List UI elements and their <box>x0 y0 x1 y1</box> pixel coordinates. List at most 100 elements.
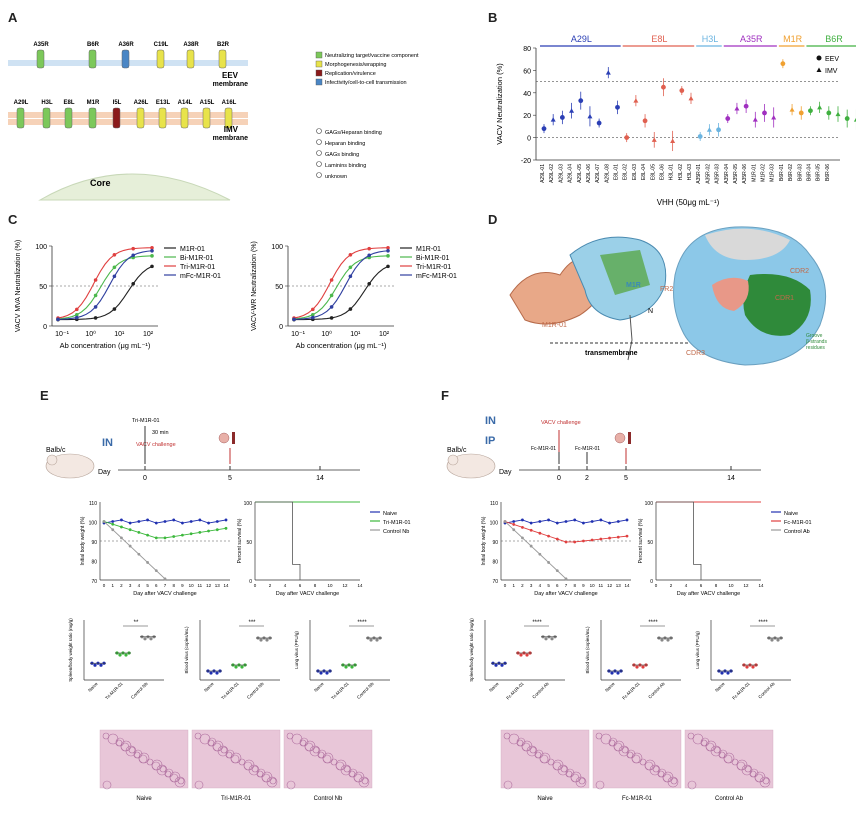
histology-alveolus <box>736 759 748 771</box>
imv-protein-label: A29L <box>14 100 29 106</box>
weight-xtick: 1 <box>512 583 515 588</box>
bar-group-label: Control Ab <box>757 681 776 700</box>
bar-group-label: Control Ab <box>531 681 550 700</box>
weight-point <box>215 528 219 532</box>
b-point-eev <box>624 135 630 140</box>
sig-label: **** <box>532 620 542 626</box>
c-legend-label: mFc-M1R-01 <box>180 273 221 280</box>
surv-control-line <box>255 501 301 580</box>
bar-group-label: Tri-M1R-01 <box>104 681 124 701</box>
histology-alveolus <box>692 733 704 745</box>
weight-point <box>207 529 210 533</box>
weight-point <box>512 523 516 526</box>
c-ytick-label: 50 <box>39 284 47 291</box>
timeline-day: 0 <box>143 475 147 482</box>
b-category-label: A29L-03 <box>558 164 564 183</box>
b-category-label: E8L-04 <box>641 164 647 180</box>
organ-icon <box>614 432 626 444</box>
bar-point <box>215 671 219 675</box>
binding-glyph-icon <box>316 150 322 156</box>
c-ytick-label: 0 <box>279 324 283 331</box>
binding-glyph-icon <box>316 139 322 145</box>
weight-point <box>521 536 524 540</box>
b-ylabel: VACV Neutralization (%) <box>495 63 504 145</box>
surv-xtick: 4 <box>284 583 287 588</box>
histology-alveolus <box>115 737 125 747</box>
surv-xtick: 10 <box>728 583 734 588</box>
weight-point <box>555 521 559 525</box>
groove-ribbon <box>600 250 650 295</box>
d-groove-sub2: residues <box>806 345 825 351</box>
legend-binding-label: GAGs binding <box>325 152 359 158</box>
histology-alveolus <box>151 759 163 771</box>
b-point-eev <box>642 118 648 124</box>
surv-xtick: 10 <box>327 583 333 588</box>
b-category-label: M1R-03 <box>770 164 776 182</box>
c-xtick-label: 10² <box>143 331 154 338</box>
bar-point <box>751 665 755 669</box>
weight-xtick: 8 <box>573 583 576 588</box>
b-point-eev <box>661 84 666 90</box>
bar-point <box>369 638 373 642</box>
b-point-imv <box>587 113 593 119</box>
b-point-eev <box>798 110 804 116</box>
weight-xtick: 0 <box>103 583 106 588</box>
imv-protein-M1R <box>88 107 97 129</box>
bar-point <box>99 663 103 667</box>
c-xtick-label: 10⁻¹ <box>55 331 69 338</box>
c-point <box>93 305 98 309</box>
c-point <box>75 312 79 317</box>
d-label-cdr3: CDR3 <box>686 350 705 357</box>
weight-xtick: 11 <box>198 583 203 588</box>
timeline-day-label: Day <box>499 469 512 476</box>
bar-point <box>143 637 147 641</box>
imv-protein-I5L <box>112 107 121 129</box>
surv-xtick: 6 <box>299 583 302 588</box>
legend-label: Fc-M1R-01 <box>784 520 812 526</box>
b-category-label: A29L-01 <box>540 164 546 183</box>
weight-xtick: 0 <box>504 583 507 588</box>
bar-point <box>666 638 670 642</box>
c-xlabel: Ab concentration (μg mL⁻¹) <box>296 341 387 350</box>
b-category-label: B6R-06 <box>825 164 831 181</box>
histology-label: Tri-M1R-01 <box>221 796 252 802</box>
surv-xlabel: Day after VACV challenge <box>677 591 741 597</box>
bar-point <box>641 665 645 669</box>
c-point <box>150 254 154 258</box>
weight-point <box>590 520 594 523</box>
b-category-label: A29L-08 <box>604 164 610 183</box>
bar-group-label: Tri-M1R-01 <box>330 681 350 701</box>
c-point <box>131 246 135 251</box>
panel-label-e: E <box>40 388 49 403</box>
b-category-label: A35R-03 <box>715 164 721 184</box>
bar-group-label: Control Ab <box>647 681 666 700</box>
histology-alveolus <box>256 768 266 778</box>
b-ytick-label: 0 <box>527 136 531 143</box>
imv-protein-label: E13L <box>156 100 171 106</box>
binding-glyph-icon <box>316 128 322 134</box>
d-label-m1r: M1R <box>626 282 641 289</box>
weight-point <box>608 521 611 525</box>
c-point <box>56 317 60 322</box>
weight-point <box>616 520 620 523</box>
weight-point <box>154 569 158 573</box>
weight-point <box>146 518 149 522</box>
c-legend-label: Bi-M1R-01 <box>180 255 214 262</box>
weight-xtick: 3 <box>530 583 533 588</box>
weight-ytick: 100 <box>89 521 98 527</box>
bar-point <box>610 671 614 675</box>
b-category-label: H3L-02 <box>678 164 684 181</box>
weight-point <box>181 521 184 525</box>
bar-group-label: Naive <box>203 681 215 693</box>
sig-label: ** <box>134 620 139 626</box>
b-category-label: A35R-02 <box>705 164 711 184</box>
legend-color-swatch <box>315 60 323 68</box>
imv-protein-E13L <box>158 107 167 129</box>
panel-c-right-chart: 0 50 100 10⁻¹ 10⁰ 10¹ 10² VACV-WR Neutralizatio… <box>251 241 457 350</box>
bar-point <box>519 653 523 657</box>
weight-xtick: 14 <box>624 583 630 588</box>
histology-image <box>684 729 774 789</box>
weight-point <box>128 544 132 548</box>
eev-membrane-label: membrane <box>213 81 249 88</box>
c-legend-label: Bi-M1R-01 <box>416 255 450 262</box>
